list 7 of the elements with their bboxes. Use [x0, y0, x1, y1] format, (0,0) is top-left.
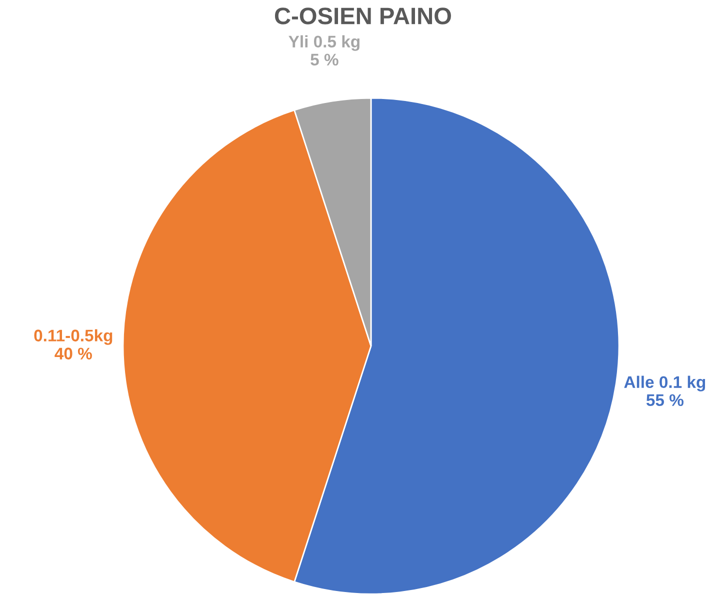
data-label: 55 % [646, 394, 684, 406]
slice-label: Yli 0.5 kg [288, 35, 360, 51]
slice-label: 0.11-0.5kg [34, 329, 112, 345]
data-label: 40 % [54, 348, 92, 360]
data-label: 5 % [310, 54, 338, 66]
slice-label: Alle 0.1 kg [624, 376, 706, 392]
chart-title: C-OSIEN PAINO [274, 8, 451, 24]
